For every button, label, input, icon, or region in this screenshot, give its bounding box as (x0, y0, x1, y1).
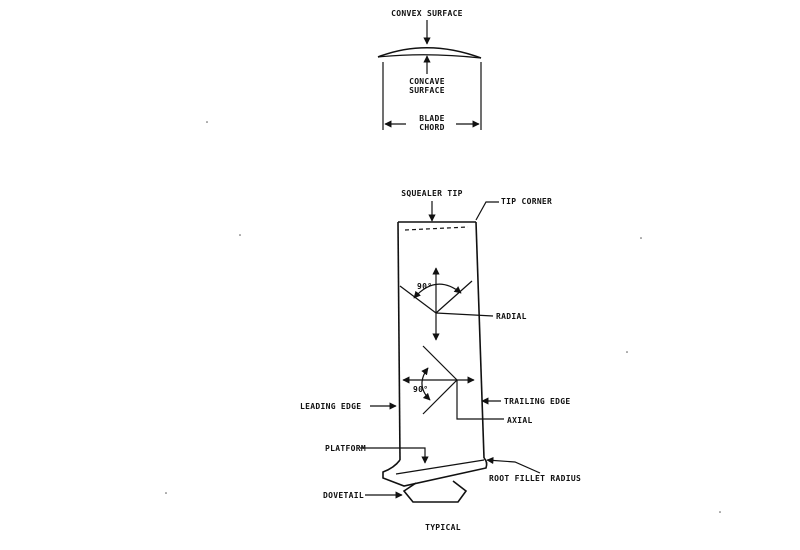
radial-label: RADIAL (496, 312, 527, 321)
concave-surface-label-1: CONCAVE (409, 77, 445, 86)
blade-chord-label-2: CHORD (419, 123, 445, 132)
axial-angle-label: 90° (413, 385, 428, 394)
axial-diag-lower (422, 379, 458, 415)
typical-caption: TYPICAL (425, 523, 461, 532)
tip-corner-label: TIP CORNER (501, 197, 552, 206)
convex-surface-curve (377, 46, 482, 59)
radial-angle-label: 90° (417, 282, 432, 291)
axial-leader (456, 380, 504, 420)
leading-edge-label: LEADING EDGE (300, 402, 361, 411)
root-fillet-radius-label: ROOT FILLET RADIUS (489, 474, 581, 483)
radial-leader (435, 312, 494, 317)
airfoil-cross-section: CONVEX SURFACE CONCAVE SURFACE BLADE CHO… (377, 9, 482, 132)
radial-orientation-symbol: 90° RADIAL (399, 267, 527, 341)
leading-edge-line (397, 221, 401, 461)
radial-v-right (435, 280, 473, 314)
squealer-tip-label: SQUEALER TIP (401, 189, 462, 198)
concave-surface-label-2: SURFACE (409, 86, 445, 95)
radial-angle-arc (413, 283, 462, 299)
blade-side-view: SQUEALER TIP TIP CORNER 90° RADIAL 90° (300, 189, 581, 532)
trailing-edge-label: TRAILING EDGE (504, 397, 571, 406)
radial-v-left (399, 285, 437, 314)
axial-diag-upper (422, 345, 458, 381)
trailing-edge-line (475, 221, 485, 459)
dovetail-label: DOVETAIL (323, 491, 364, 500)
axial-label: AXIAL (507, 416, 533, 425)
axial-angle-arc (421, 367, 431, 401)
dovetail-outline (402, 480, 468, 503)
platform-top-line (395, 459, 485, 475)
tip-corner-leader (475, 201, 499, 221)
platform-leader (360, 447, 429, 464)
platform-label: PLATFORM (325, 444, 366, 453)
scan-specks (165, 121, 721, 513)
root-fillet-leader (486, 456, 541, 474)
blade-chord-label-1: BLADE (419, 114, 445, 123)
platform-outline (382, 457, 488, 487)
concave-surface-curve (377, 54, 482, 59)
squealer-tip-dashes (404, 226, 469, 231)
convex-surface-label: CONVEX SURFACE (391, 9, 463, 18)
axial-orientation-symbol: 90° AXIAL (402, 345, 533, 425)
